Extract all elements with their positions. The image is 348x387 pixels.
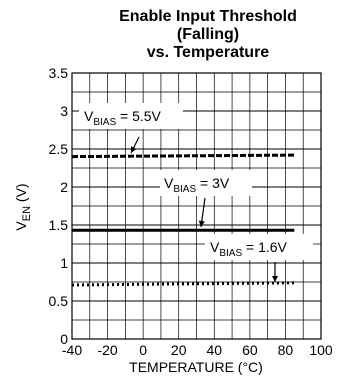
- chart-title-line-3: vs. Temperature: [147, 44, 270, 61]
- annotation-label-sub: BIAS: [219, 248, 242, 259]
- x-tick-label: -40: [62, 342, 82, 358]
- y-tick-label: 2: [60, 179, 68, 195]
- y-axis-label-main: V: [13, 221, 29, 231]
- series-group: [71, 153, 295, 287]
- chart-title-line-1: Enable Input Threshold: [119, 8, 297, 25]
- y-tick-labels: 0 0.5 1 1.5 2 2.5 3 3.5: [49, 65, 69, 347]
- annotation-arrowhead: [272, 276, 278, 282]
- series-line-vbias-5-5v: [71, 153, 295, 159]
- annotation-arrowhead: [131, 146, 137, 153]
- annotation-label: VBIAS = 3V: [164, 175, 230, 195]
- y-tick-label: 3.5: [49, 65, 69, 81]
- annotation-label: VBIAS = 5.5V: [84, 108, 162, 128]
- x-tick-label: -20: [97, 342, 117, 358]
- annotation-arrowhead: [198, 220, 205, 227]
- annotation-background: [160, 170, 252, 196]
- y-axis-label-sub: EN: [21, 206, 33, 221]
- y-tick-label: 0.5: [49, 293, 69, 309]
- annotation-vbias-3v: VBIAS = 3V: [160, 170, 252, 228]
- x-tick-label: 80: [278, 342, 294, 358]
- annotation-background: [205, 234, 313, 260]
- annotation-background: [79, 103, 183, 129]
- annotation-label-main: V: [84, 108, 94, 124]
- plot-frame: [71, 72, 322, 340]
- x-tick-labels: -40 -20 0 20 40 60 80 100: [62, 342, 333, 358]
- x-tick-label: 60: [242, 342, 258, 358]
- y-tick-label: 2.5: [49, 141, 69, 157]
- chart-title-line-2: (Falling): [177, 26, 239, 43]
- x-tick-label: 20: [171, 342, 187, 358]
- series-line-vbias-1-6v: [71, 281, 295, 287]
- annotation-label-main: V: [210, 239, 220, 255]
- y-tick-label: 1.5: [49, 217, 69, 233]
- y-tick-label: 3: [60, 103, 68, 119]
- x-tick-label: 0: [139, 342, 147, 358]
- annotation-label-sub: BIAS: [173, 184, 196, 195]
- x-axis-label: TEMPERATURE (°C): [129, 359, 263, 375]
- y-axis-label-unit: (V): [13, 183, 29, 206]
- annotation-label-rest: = 5.5V: [116, 108, 161, 124]
- y-tick-label: 1: [60, 255, 68, 271]
- chart-title: Enable Input Threshold (Falling) vs. Tem…: [119, 8, 297, 61]
- grid: [71, 72, 322, 340]
- y-tick-label: 0: [60, 331, 68, 347]
- annotation-label-sub: BIAS: [93, 117, 116, 128]
- annotation-label-rest: = 1.6V: [242, 239, 287, 255]
- annotation-label-rest: = 3V: [196, 175, 230, 191]
- annotation-vbias-5-5v: VBIAS = 5.5V: [79, 103, 183, 154]
- annotation-vbias-1-6v: VBIAS = 1.6V: [205, 234, 313, 282]
- x-tick-label: 100: [309, 342, 333, 358]
- y-axis-label: VEN (V): [13, 183, 33, 230]
- annotation-label: VBIAS = 1.6V: [210, 239, 288, 259]
- annotation-label-main: V: [164, 175, 174, 191]
- x-tick-label: 40: [206, 342, 222, 358]
